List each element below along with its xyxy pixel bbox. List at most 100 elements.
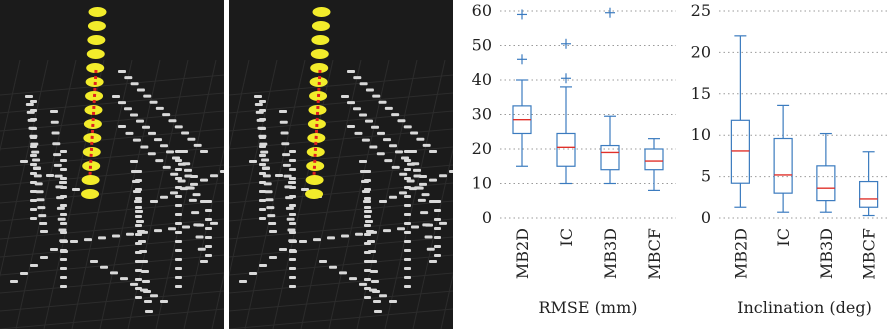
scan-point <box>283 174 292 178</box>
scan-point <box>289 204 296 207</box>
scan-point <box>140 230 148 234</box>
scan-point <box>404 285 411 288</box>
scan-point <box>145 310 153 313</box>
scan-point <box>140 145 149 149</box>
point-cloud-right-canvas <box>229 7 453 329</box>
scan-point <box>30 142 39 146</box>
scan-point <box>401 156 409 160</box>
floor-grid-line <box>0 236 224 258</box>
scan-point <box>364 296 371 299</box>
floor-grid-line <box>0 200 224 222</box>
scan-point <box>289 231 296 234</box>
scan-point <box>90 260 98 263</box>
box-mb3d <box>600 7 620 185</box>
scan-point <box>210 221 218 225</box>
scan-point <box>20 272 28 275</box>
scan-point <box>60 213 67 216</box>
scan-point <box>389 300 397 303</box>
scan-point <box>397 227 405 231</box>
scan-point <box>410 131 419 135</box>
scan-point <box>135 224 142 227</box>
scan-point <box>268 222 277 226</box>
scan-point <box>135 210 143 213</box>
y-tick-label: 50 <box>472 36 492 55</box>
scan-point <box>30 190 37 193</box>
scan-point <box>142 280 150 283</box>
scan-point <box>50 120 59 124</box>
scan-point <box>38 214 47 218</box>
scan-point <box>132 138 141 142</box>
scan-point <box>289 285 296 288</box>
scan-point <box>280 131 289 135</box>
scan-point <box>33 174 42 178</box>
scan-point <box>30 163 37 166</box>
scan-point <box>130 282 138 286</box>
scan-point <box>434 200 441 203</box>
scan-point <box>379 294 387 298</box>
scan-point <box>118 125 126 128</box>
scan-point <box>135 197 142 200</box>
scan-point <box>60 186 67 189</box>
scan-point <box>60 276 67 279</box>
scan-point <box>118 70 126 73</box>
scan-point <box>329 265 337 269</box>
floor-grid-line <box>244 59 306 329</box>
scan-point <box>30 208 37 211</box>
stem-point <box>310 49 329 59</box>
scan-point <box>50 248 58 251</box>
y-tick-label: 20 <box>691 42 711 61</box>
scan-point <box>416 137 425 141</box>
scan-point <box>289 249 296 252</box>
scan-point <box>60 195 67 198</box>
scan-point <box>70 240 78 243</box>
scan-point <box>200 260 208 263</box>
floor-grid-line <box>211 272 224 329</box>
scan-point <box>259 118 266 121</box>
scan-point <box>259 109 266 112</box>
scan-point <box>175 222 182 225</box>
scan-point <box>434 227 441 230</box>
scan-point <box>289 240 296 243</box>
scan-point <box>384 106 393 110</box>
x-tick-label: IC <box>774 228 793 247</box>
scan-point <box>30 127 37 130</box>
floor-grid-line <box>229 59 250 152</box>
floor-grid-line <box>440 272 453 329</box>
scan-point <box>175 204 182 207</box>
scan-point <box>124 107 132 111</box>
scan-point <box>373 300 381 303</box>
iqr-box <box>600 144 620 171</box>
scan-point <box>155 106 164 110</box>
scan-point <box>409 150 417 153</box>
scan-point <box>120 277 128 281</box>
scan-point <box>404 258 411 261</box>
scan-point <box>37 206 46 210</box>
scan-point <box>264 190 273 194</box>
y-tick-label: 30 <box>472 105 492 124</box>
scan-point <box>175 186 182 189</box>
scan-point <box>395 150 403 154</box>
scan-point <box>136 88 145 92</box>
stem-point <box>305 189 324 199</box>
scan-point <box>175 177 182 180</box>
scan-point <box>190 182 198 186</box>
scan-point <box>399 191 407 195</box>
scan-point <box>160 195 168 199</box>
scan-point <box>259 199 266 202</box>
scan-point <box>404 231 411 234</box>
scan-point <box>364 224 371 227</box>
scan-point <box>130 113 138 117</box>
floor-grid-line <box>71 59 133 329</box>
scan-point <box>439 174 447 178</box>
scan-point <box>51 131 60 135</box>
scan-point <box>369 230 377 234</box>
scan-point <box>25 102 34 106</box>
scan-point <box>50 110 58 113</box>
scan-point <box>84 238 92 242</box>
scan-point <box>282 163 291 167</box>
scan-point <box>130 82 139 86</box>
scan-point <box>349 277 357 281</box>
scan-point <box>205 209 212 212</box>
scan-point <box>30 136 37 139</box>
y-tick-label: 60 <box>472 1 492 20</box>
